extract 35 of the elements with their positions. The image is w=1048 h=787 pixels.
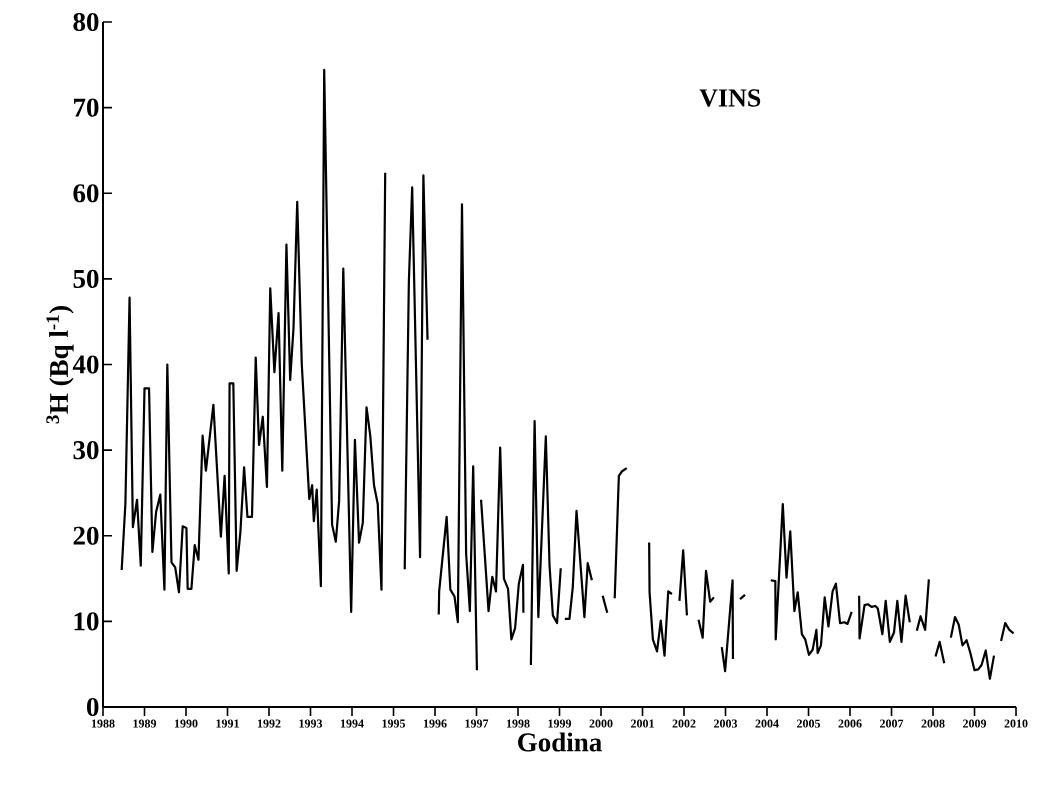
x-tick-label: 2004 xyxy=(755,719,779,728)
x-tick-label: 2009 xyxy=(963,719,987,728)
y-tick-label: 80 xyxy=(73,12,99,32)
x-tick-label: 2010 xyxy=(1004,719,1028,728)
x-tick-label: 1994 xyxy=(340,719,364,728)
y-tick-label: 30 xyxy=(73,441,99,460)
x-tick-label: 2005 xyxy=(797,719,821,728)
y-tick-label: 20 xyxy=(73,526,99,545)
x-tick-label: 1990 xyxy=(174,719,198,728)
annotation: VINS xyxy=(699,89,761,107)
x-tick-label: 2007 xyxy=(880,719,904,728)
y-tick-label: 60 xyxy=(73,184,99,203)
x-axis-title: Godina xyxy=(518,732,602,752)
x-tick-label: 2001 xyxy=(631,719,654,728)
y-tick-label: 40 xyxy=(72,355,99,374)
x-tick-label: 1992 xyxy=(257,719,281,728)
x-tick-label: 2008 xyxy=(921,719,945,728)
y-tick-label: 0 xyxy=(87,697,99,717)
y-axis-title: $^{3}$H (Bq l$^{-1}$) xyxy=(46,306,74,424)
x-tick-label: 1991 xyxy=(216,719,239,728)
y-tick-label: 50 xyxy=(73,269,99,288)
x-tick-label: 1993 xyxy=(299,719,323,728)
x-tick-label: 1996 xyxy=(423,719,447,728)
x-tick-label: 2006 xyxy=(838,719,862,728)
x-tick-label: 1988 xyxy=(91,719,115,728)
x-tick-label: 1999 xyxy=(548,719,572,728)
x-tick-label: 1997 xyxy=(465,719,489,728)
x-tick-label: 2002 xyxy=(672,719,696,728)
x-tick-label: 1989 xyxy=(133,719,157,728)
y-tick-label: 10 xyxy=(74,612,99,631)
x-tick-label: 1995 xyxy=(382,719,406,728)
x-tick-label: 2003 xyxy=(714,719,738,728)
x-tick-label: 2000 xyxy=(589,719,613,728)
y-tick-label: 70 xyxy=(74,98,99,117)
x-tick-label: 1998 xyxy=(506,719,530,728)
